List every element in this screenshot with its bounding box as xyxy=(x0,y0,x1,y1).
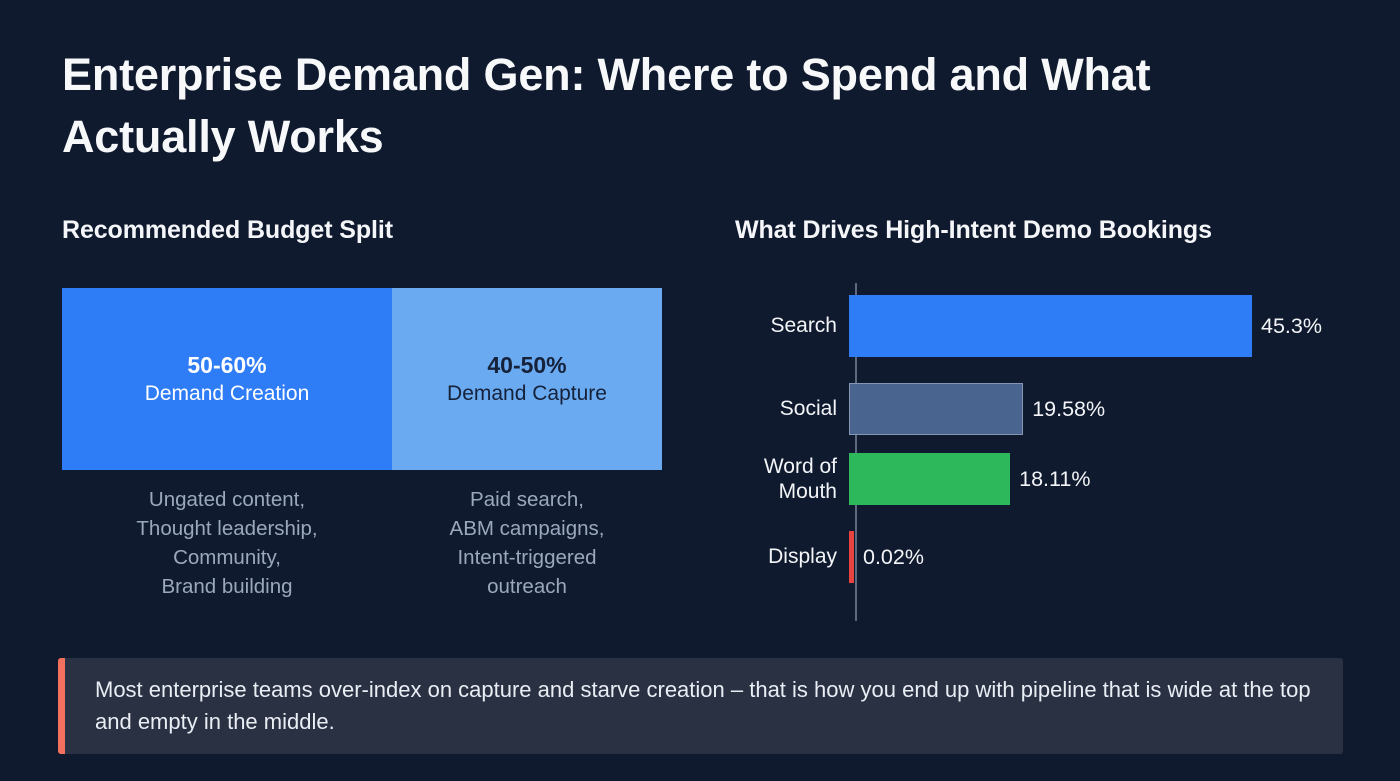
demo-bookings-chart: Search 45.3% Social 19.58% Word of Mouth 18.1… xyxy=(735,283,1350,623)
budget-caption-demand-capture: Paid search, ABM campaigns, Intent-trigg… xyxy=(449,488,605,599)
chart-bar-wrap: 0.02% xyxy=(849,531,1350,583)
chart-value-label: 19.58% xyxy=(1032,396,1106,421)
chart-bar[interactable] xyxy=(849,453,1011,505)
chart-category-label: Word of Mouth xyxy=(763,454,837,503)
chart-bar-wrap: 19.58% xyxy=(849,383,1350,435)
callout-accent-bar xyxy=(58,658,65,754)
budget-segment-demand-creation: 50-60% Demand Creation xyxy=(62,288,392,470)
chart-bar-row: Search 45.3% xyxy=(735,295,1350,357)
budget-split-heading: Recommended Budget Split xyxy=(62,216,393,244)
insight-callout: Most enterprise teams over-index on capt… xyxy=(58,658,1343,754)
chart-category-label: Social xyxy=(779,397,837,421)
chart-bar-row: Social 19.58% xyxy=(735,383,1350,435)
chart-bar-wrap: 45.3% xyxy=(849,295,1350,357)
chart-bar-rows: Search 45.3% Social 19.58% Word of Mouth 18.1… xyxy=(735,283,1350,621)
chart-value-label: 18.11% xyxy=(1019,466,1091,491)
chart-category-label: Display xyxy=(768,545,837,569)
callout-text: Most enterprise teams over-index on capt… xyxy=(95,677,1311,734)
budget-split-captions: Ungated content, Thought leadership, Com… xyxy=(62,485,662,601)
budget-segment-demand-capture: 40-50% Demand Capture xyxy=(392,288,662,470)
page-title: Enterprise Demand Gen: Where to Spend an… xyxy=(62,49,1151,163)
chart-axis-line xyxy=(855,283,857,621)
budget-segment-label: Demand Creation xyxy=(144,382,310,406)
chart-bar-wrap: 18.11% xyxy=(849,453,1350,505)
chart-bar[interactable] xyxy=(849,295,1252,357)
budget-segment-percent: 50-60% xyxy=(187,351,267,378)
chart-value-label: 45.3% xyxy=(1261,313,1322,338)
demo-bookings-panel: What Drives High-Intent Demo Bookings xyxy=(735,216,1350,245)
budget-split-panel: Recommended Budget Split xyxy=(62,216,682,245)
demo-bookings-heading: What Drives High-Intent Demo Bookings xyxy=(735,216,1212,244)
chart-bar[interactable] xyxy=(849,383,1024,435)
chart-bar-row: Word of Mouth 18.11% xyxy=(735,453,1350,505)
budget-caption-demand-creation: Ungated content, Thought leadership, Com… xyxy=(136,488,318,599)
chart-value-label: 0.02% xyxy=(863,544,924,569)
chart-category-label: Search xyxy=(770,314,837,338)
budget-segment-label: Demand Capture xyxy=(447,382,607,406)
budget-split-bar: 50-60% Demand Creation 40-50% Demand Cap… xyxy=(62,288,662,470)
chart-bar[interactable] xyxy=(849,531,854,583)
chart-bar-row: Display 0.02% xyxy=(735,531,1350,583)
budget-segment-percent: 40-50% xyxy=(487,351,567,378)
